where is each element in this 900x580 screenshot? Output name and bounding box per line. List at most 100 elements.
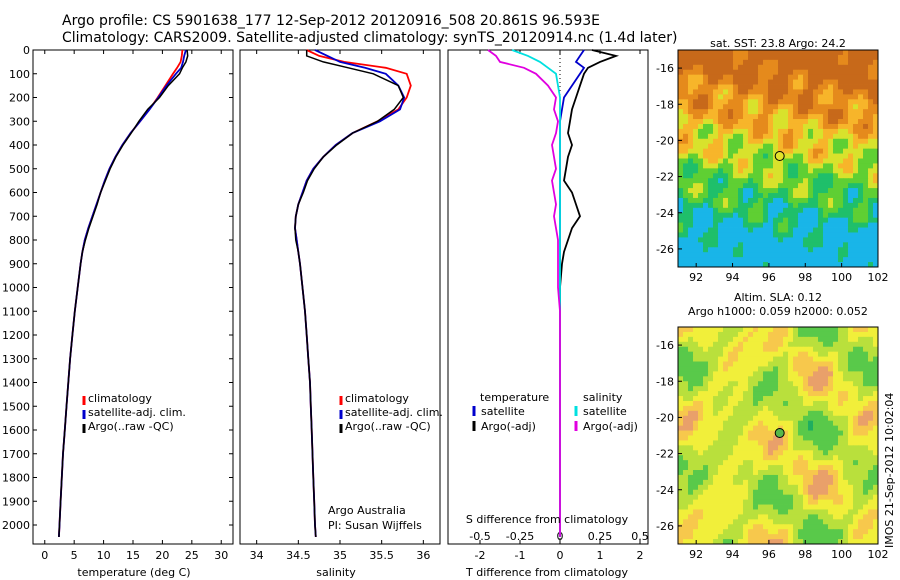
heatmap-cell xyxy=(743,514,749,520)
heatmap-cell xyxy=(738,327,744,333)
heatmap-cell xyxy=(713,509,719,515)
heatmap-cell xyxy=(798,336,804,343)
heatmap-cell xyxy=(733,514,739,520)
heatmap-cell xyxy=(738,227,744,233)
heatmap-cell xyxy=(843,158,849,164)
heatmap-cell xyxy=(758,465,764,471)
y-tick-label: 2000 xyxy=(2,519,30,532)
heatmap-cell xyxy=(703,371,709,377)
heatmap-cell xyxy=(718,123,724,130)
heatmap-cell xyxy=(813,262,819,268)
heatmap-cell xyxy=(823,158,829,164)
heatmap-cell xyxy=(708,59,714,66)
heatmap-cell xyxy=(853,455,859,461)
heatmap-cell xyxy=(868,455,874,461)
heatmap-cell xyxy=(733,400,739,407)
heatmap-cell xyxy=(773,79,779,85)
heatmap-cell xyxy=(753,173,759,179)
heatmap-cell xyxy=(803,158,809,164)
heatmap-cell xyxy=(818,54,824,61)
heatmap-cell xyxy=(833,89,839,95)
heatmap-cell xyxy=(808,474,814,481)
heatmap-cell xyxy=(768,450,774,456)
heatmap-cell xyxy=(858,391,864,397)
heatmap-cell xyxy=(853,445,859,451)
y-tick-label: -22 xyxy=(656,171,674,184)
heatmap-cell xyxy=(873,391,879,397)
heatmap-cell xyxy=(738,94,744,100)
heatmap-cell xyxy=(728,119,734,125)
heatmap-cell xyxy=(873,99,879,105)
heatmap-cell xyxy=(783,193,789,199)
heatmap-cell xyxy=(748,242,754,248)
heatmap-cell xyxy=(803,188,809,194)
heatmap-cell xyxy=(868,153,874,159)
heatmap-cell xyxy=(858,504,864,510)
heatmap-cell xyxy=(793,391,799,397)
heatmap-cell xyxy=(738,54,744,61)
heatmap-cell xyxy=(683,79,689,85)
heatmap-cell xyxy=(683,84,689,90)
heatmap-cell xyxy=(873,351,879,357)
heatmap-cell xyxy=(858,415,864,422)
heatmap-cell xyxy=(853,59,859,66)
heatmap-cell xyxy=(773,64,779,71)
heatmap-cell xyxy=(793,237,799,243)
heatmap-cell xyxy=(748,346,754,353)
heatmap-cell xyxy=(803,430,809,436)
x-tick-label: 100 xyxy=(831,548,852,561)
heatmap-cell xyxy=(758,217,764,224)
heatmap-cell xyxy=(708,104,714,110)
heatmap-cell xyxy=(858,168,864,174)
heatmap-cell xyxy=(688,193,694,199)
heatmap-cell xyxy=(763,504,769,510)
heatmap-cell xyxy=(818,183,824,189)
heatmap-cell xyxy=(793,104,799,110)
heatmap-cell xyxy=(728,534,734,540)
heatmap-cell xyxy=(753,50,759,56)
heatmap-cell xyxy=(723,470,729,476)
heatmap-cell xyxy=(688,396,694,402)
heatmap-cell xyxy=(873,346,879,353)
heatmap-cell xyxy=(698,470,704,476)
heatmap-cell xyxy=(773,242,779,248)
heatmap-cell xyxy=(808,59,814,66)
heatmap-cell xyxy=(748,430,754,436)
heatmap-cell xyxy=(753,539,759,545)
heatmap-cell xyxy=(833,371,839,377)
heatmap-cell xyxy=(743,133,749,140)
heatmap-cell xyxy=(813,470,819,476)
heatmap-cell xyxy=(738,138,744,145)
heatmap-cell xyxy=(753,514,759,520)
heatmap-cell xyxy=(788,336,794,343)
heatmap-cell xyxy=(823,529,829,535)
heatmap-cell xyxy=(843,425,849,431)
heatmap-cell xyxy=(868,128,874,135)
heatmap-cell xyxy=(678,104,684,110)
heatmap-cell xyxy=(753,168,759,174)
heatmap-cell xyxy=(773,410,779,417)
heatmap-cell xyxy=(688,336,694,343)
heatmap-cell xyxy=(723,509,729,515)
heatmap-cell xyxy=(708,257,714,263)
heatmap-cell xyxy=(718,509,724,515)
heatmap-cell xyxy=(718,405,724,412)
heatmap-cell xyxy=(683,207,689,214)
heatmap-cell xyxy=(713,455,719,461)
heatmap-cell xyxy=(868,361,874,367)
heatmap-cell xyxy=(758,252,764,258)
heatmap-cell xyxy=(808,217,814,224)
heatmap-cell xyxy=(803,50,809,56)
heatmap-cell xyxy=(733,450,739,456)
heatmap-cell xyxy=(698,242,704,248)
heatmap-cell xyxy=(753,252,759,258)
heatmap-cell xyxy=(708,420,714,427)
heatmap-cell xyxy=(703,232,709,238)
heatmap-cell xyxy=(868,207,874,214)
heatmap-cell xyxy=(838,247,844,253)
heatmap-cell xyxy=(748,79,754,85)
heatmap-cell xyxy=(818,173,824,179)
heatmap-cell xyxy=(863,391,869,397)
heatmap-cell xyxy=(748,217,754,224)
heatmap-cell xyxy=(758,356,764,362)
